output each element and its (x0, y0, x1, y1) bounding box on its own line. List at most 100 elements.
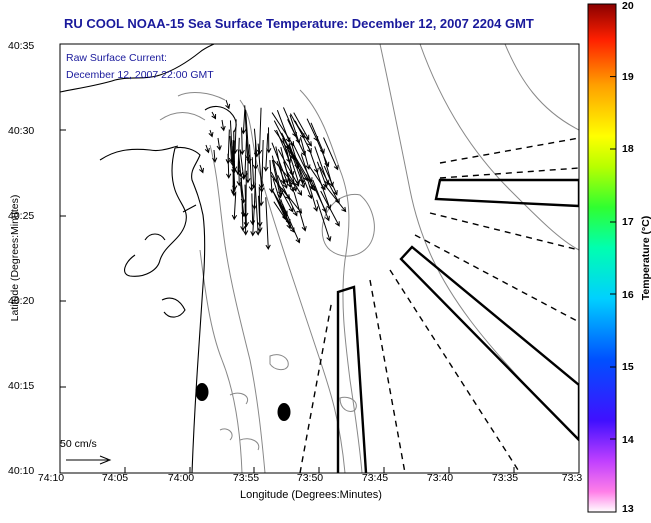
colorbar-label: Temperature (°C) (640, 215, 651, 301)
coastline-segment (99, 145, 179, 161)
current-vector-arrow (249, 193, 256, 226)
y-tick-label: 40:15 (8, 380, 35, 392)
radar-beams (336, 178, 579, 473)
bathymetry-contour (321, 193, 375, 257)
current-vector-arrow (251, 163, 258, 210)
current-vector-arrow (323, 137, 339, 171)
current-vector-arrow (257, 186, 263, 228)
current-vector-arrow (274, 129, 295, 159)
x-tick-label: 73:35 (491, 472, 519, 484)
bathymetry-contour (269, 354, 289, 371)
current-vector-arrow (204, 144, 210, 154)
coastline (60, 44, 237, 473)
buoy-marker (277, 403, 291, 421)
coastline-segment (182, 204, 197, 213)
radar-beam (336, 285, 368, 473)
bathymetry-contour (339, 396, 357, 412)
radar-beam (399, 245, 579, 442)
current-vector-arrow (230, 140, 236, 195)
x-tick-label: 74:05 (101, 472, 129, 484)
current-vector-arrow (283, 161, 295, 193)
x-tick-label: 73:3 (561, 472, 583, 484)
current-vector-arrow (314, 146, 330, 186)
current-vector-arrow (289, 147, 306, 189)
bathymetry-contour (199, 249, 243, 473)
current-vector-arrow (225, 99, 231, 110)
current-vector-arrow (199, 164, 204, 174)
current-vector-arrow (231, 193, 238, 221)
colorbar-tick-label: 15 (622, 361, 634, 373)
radar-dashed-line (439, 137, 579, 164)
current-vector-arrow (211, 111, 217, 120)
current-vector-arrow (254, 181, 261, 236)
current-vector-arrow (280, 199, 292, 230)
coastline-segment (161, 297, 186, 318)
current-vector-arrow (324, 184, 347, 213)
buoy-marker (195, 383, 209, 401)
colorbar-tick-label: 19 (622, 71, 634, 83)
current-vector-arrow (305, 174, 319, 212)
x-tick-label: 73:40 (426, 472, 454, 484)
current-vector-arrow (265, 197, 271, 251)
radar-dashed-line (439, 167, 579, 179)
current-vector-arrow (270, 171, 294, 213)
colorbar-tick-label: 18 (622, 143, 634, 155)
colorbar-tick-label: 14 (622, 434, 634, 446)
current-vector-arrow (242, 203, 249, 236)
radar-dashed-line (389, 269, 521, 473)
radar-dashed-lines (299, 137, 579, 473)
x-axis-label: Longitude (Degrees:Minutes) (240, 489, 382, 501)
current-vector-arrow (239, 127, 245, 156)
y-tick-label: 40:25 (8, 210, 35, 222)
x-tick-label: 73:55 (232, 472, 260, 484)
current-vectors (199, 99, 347, 251)
radar-dashed-line (429, 212, 579, 251)
scale-arrow (66, 455, 112, 465)
x-tick-label: 74:10 (37, 472, 65, 484)
map-title: RU COOL NOAA-15 Sea Surface Temperature:… (64, 16, 534, 31)
coastline-segment (60, 44, 215, 93)
legend-line-2: December 12, 2007 22:00 GMT (66, 69, 214, 81)
current-vector-arrow (243, 184, 249, 228)
current-vector-arrow (316, 172, 332, 210)
current-vector-arrow (237, 150, 244, 178)
bathymetry-contour (219, 428, 233, 441)
x-tick-label: 74:00 (167, 472, 195, 484)
bathymetry-contour (419, 44, 579, 251)
radar-dashed-line (299, 299, 333, 473)
x-tick-label: 73:45 (361, 472, 389, 484)
current-vector-arrow (258, 168, 264, 207)
current-vector-arrow (263, 133, 269, 172)
current-vector-arrow (208, 129, 214, 138)
colorbar-ticks (610, 3, 616, 513)
current-vector-arrow (286, 170, 303, 196)
current-vector-arrow (240, 177, 246, 232)
colorbar (587, 3, 617, 513)
current-vector-arrow (323, 165, 338, 196)
x-tick-label: 73:50 (296, 472, 324, 484)
bathymetry-contour (299, 89, 363, 473)
bathymetry-contour (239, 438, 260, 451)
current-vector-arrow (282, 203, 301, 244)
colorbar-tick-label: 20 (622, 0, 634, 12)
current-vector-arrow (240, 108, 247, 135)
current-vector-arrow (225, 129, 231, 165)
y-tick-label: 40:10 (8, 465, 35, 477)
scale-arrow-label: 50 cm/s (60, 438, 97, 450)
current-vector-arrow (277, 149, 300, 187)
bathymetry-contour (229, 392, 248, 405)
y-tick-label: 40:30 (8, 125, 35, 137)
current-vector-arrow (270, 174, 291, 200)
bathymetry-contour (209, 144, 266, 473)
current-vector-arrow (216, 137, 222, 151)
axis-ticks (59, 43, 515, 474)
current-vector-arrow (316, 139, 330, 168)
current-vector-arrow (271, 159, 283, 199)
y-tick-label: 40:20 (8, 295, 35, 307)
colorbar-tick-label: 16 (622, 289, 634, 301)
bathymetry-contour (504, 44, 579, 131)
radar-beam (434, 178, 579, 208)
plot-area (60, 44, 579, 473)
